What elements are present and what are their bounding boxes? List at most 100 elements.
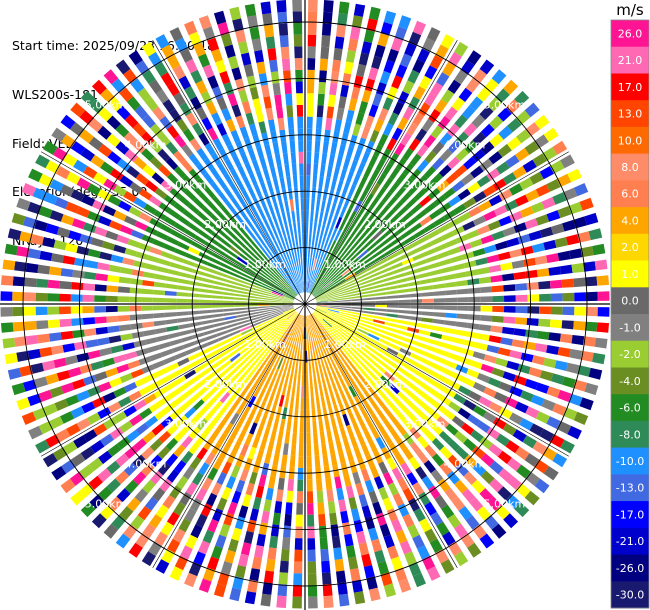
range-gate	[258, 474, 267, 487]
range-gate	[447, 438, 461, 452]
range-gate	[23, 306, 36, 316]
range-gate	[165, 453, 179, 467]
range-gate	[224, 345, 236, 355]
range-gate	[27, 248, 41, 260]
range-gate	[187, 352, 201, 362]
range-ring-label: 5.00km	[484, 99, 526, 112]
range-gate	[315, 294, 327, 300]
range-gate	[448, 195, 462, 207]
range-gate	[258, 387, 266, 400]
range-gate	[247, 408, 257, 422]
range-gate	[306, 456, 312, 468]
range-gate	[513, 271, 527, 280]
range-gate	[562, 219, 576, 232]
azimuth-spoke	[304, 40, 458, 305]
range-gate	[383, 583, 397, 598]
range-gate	[483, 386, 497, 398]
range-gate	[22, 216, 37, 229]
range-gate	[403, 263, 416, 271]
range-gate	[309, 338, 312, 351]
range-gate	[336, 415, 344, 429]
range-gate	[97, 125, 112, 140]
range-gate	[325, 394, 332, 407]
range-gate	[236, 342, 248, 352]
range-gate	[94, 284, 107, 292]
range-gate	[296, 385, 300, 398]
range-gate	[313, 222, 317, 235]
range-gate	[184, 369, 197, 380]
range-gate	[362, 313, 375, 318]
range-gate	[279, 319, 289, 329]
range-gate	[524, 102, 540, 118]
range-gate	[408, 412, 420, 425]
range-gate	[335, 440, 343, 453]
range-gate	[287, 311, 297, 321]
range-gate	[319, 70, 327, 83]
range-gate	[463, 438, 477, 452]
range-gate	[313, 325, 319, 337]
range-gate	[307, 104, 314, 117]
range-gate	[223, 172, 234, 186]
range-gate	[204, 452, 216, 466]
range-gate	[314, 310, 325, 318]
range-gate	[358, 176, 368, 189]
range-gate	[402, 147, 414, 161]
range-gate	[286, 105, 294, 118]
range-gate	[559, 333, 573, 344]
range-gate	[356, 162, 366, 175]
range-gate	[34, 376, 48, 389]
range-gate	[149, 156, 163, 170]
range-gate	[358, 494, 369, 508]
range-gate	[321, 35, 331, 48]
range-gate	[353, 519, 364, 533]
range-gate	[50, 345, 64, 355]
range-gate	[423, 351, 436, 360]
range-gate	[361, 553, 372, 567]
range-gate	[205, 267, 218, 275]
range-gate	[326, 489, 335, 502]
range-gate	[198, 132, 210, 146]
range-gate	[454, 551, 469, 567]
range-gate	[352, 263, 364, 272]
range-gate	[247, 200, 257, 213]
range-gate	[509, 350, 523, 360]
range-gate	[323, 466, 331, 479]
range-gate	[316, 301, 329, 304]
range-gate	[244, 3, 257, 17]
range-gate	[463, 197, 477, 209]
range-gate	[455, 131, 469, 145]
range-gate	[244, 162, 254, 175]
range-gate	[327, 291, 339, 297]
range-gate	[335, 320, 347, 327]
range-gate	[2, 337, 16, 349]
range-gate	[249, 318, 262, 325]
range-gate	[158, 430, 172, 444]
range-gate	[81, 401, 96, 414]
range-gate	[432, 283, 445, 290]
range-gate	[313, 152, 320, 165]
range-gate	[310, 385, 314, 398]
range-gate	[128, 542, 143, 558]
range-gate	[238, 505, 249, 519]
range-gate	[477, 267, 490, 275]
range-gate	[313, 443, 320, 456]
range-gate	[296, 245, 300, 258]
range-gate	[235, 565, 247, 579]
range-gate	[369, 329, 382, 337]
range-gate	[228, 271, 241, 279]
range-gate	[284, 224, 290, 236]
range-gate	[596, 322, 609, 333]
range-gate	[307, 491, 314, 504]
range-gate	[360, 319, 373, 325]
range-gate	[239, 253, 250, 263]
colorbar-swatch	[611, 581, 649, 609]
range-gate	[314, 361, 319, 374]
range-gate	[311, 313, 319, 324]
range-gate	[148, 79, 163, 94]
range-gate	[242, 203, 252, 215]
range-gate	[201, 477, 213, 491]
range-gate	[212, 285, 225, 291]
range-gate	[178, 215, 191, 227]
range-gate	[356, 331, 368, 339]
range-gate	[300, 257, 303, 269]
